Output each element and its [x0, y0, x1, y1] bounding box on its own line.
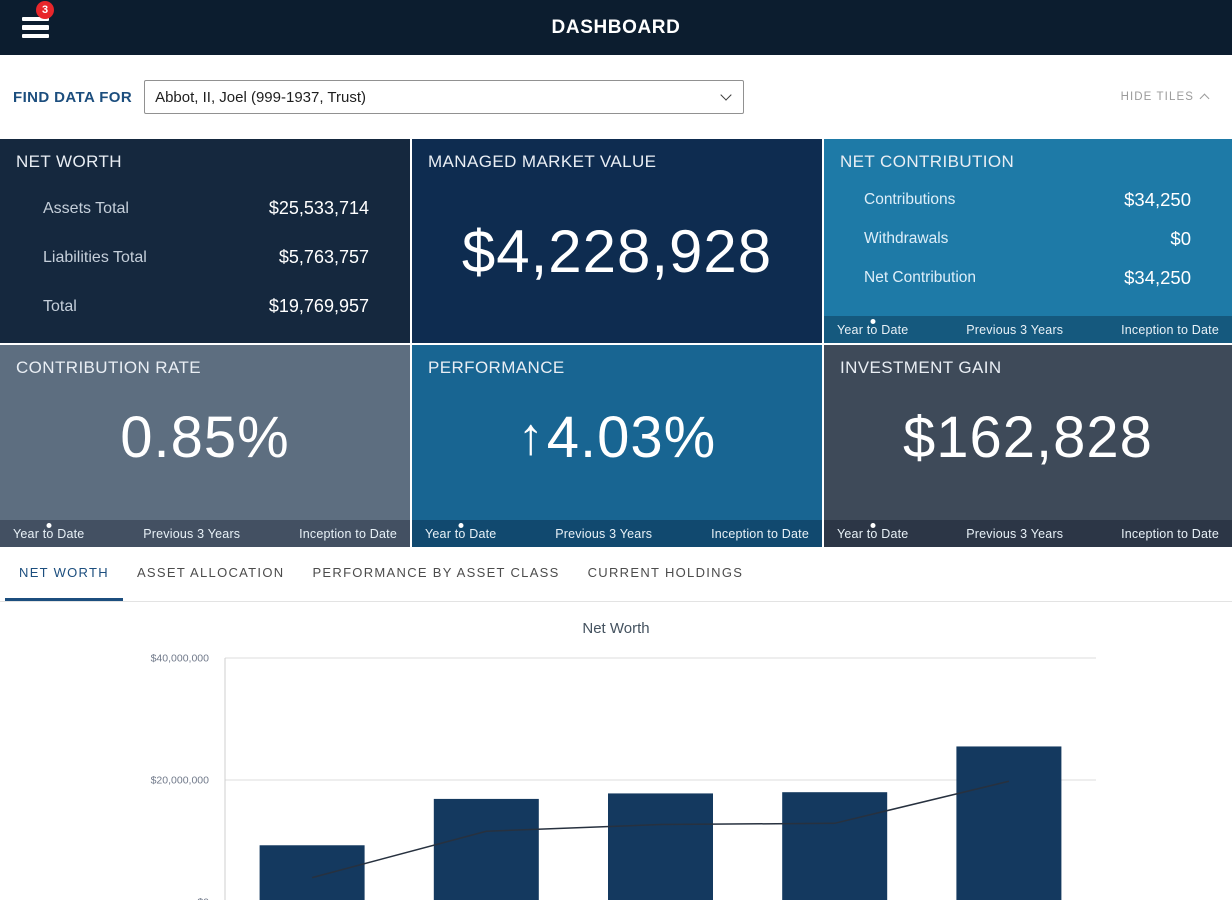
period-tab-previous-3-years[interactable]: Previous 3 Years [555, 520, 652, 547]
chart-title: Net Worth [0, 620, 1232, 637]
kv-value: $5,763,757 [279, 247, 369, 268]
chevron-up-icon [1200, 94, 1210, 104]
period-tabs: Year to Date Previous 3 Years Inception … [0, 520, 410, 547]
period-tab-inception-to-date[interactable]: Inception to Date [299, 520, 397, 547]
period-tab-inception-to-date[interactable]: Inception to Date [1121, 316, 1219, 343]
hide-tiles-label: HIDE TILES [1121, 91, 1194, 103]
period-tab-previous-3-years[interactable]: Previous 3 Years [966, 316, 1063, 343]
tab-asset-allocation[interactable]: ASSET ALLOCATION [123, 547, 298, 601]
tab-performance-by-asset-class[interactable]: PERFORMANCE BY ASSET CLASS [298, 547, 573, 601]
kv-row: Contributions $34,250 [840, 180, 1216, 219]
section-tabs: NET WORTH ASSET ALLOCATION PERFORMANCE B… [0, 547, 1232, 602]
period-tab-year-to-date[interactable]: Year to Date [837, 520, 908, 547]
svg-text:$20,000,000: $20,000,000 [151, 775, 210, 787]
kv-label: Contributions [864, 191, 955, 209]
kv-label: Liabilities Total [43, 249, 147, 267]
period-tab-previous-3-years[interactable]: Previous 3 Years [143, 520, 240, 547]
top-bar: 3 DASHBOARD [0, 0, 1232, 55]
tile-managed-market-value[interactable]: MANAGED MARKET VALUE $4,228,928 [412, 139, 822, 343]
tile-net-contribution[interactable]: NET CONTRIBUTION Contributions $34,250 W… [824, 139, 1232, 343]
kv-rows: Assets Total $25,533,714 Liabilities Tot… [16, 184, 394, 331]
hamburger-icon [22, 17, 49, 39]
kpi-tiles-grid: NET WORTH Assets Total $25,533,714 Liabi… [0, 139, 1232, 547]
hamburger-bar [22, 25, 49, 30]
period-tab-year-to-date[interactable]: Year to Date [13, 520, 84, 547]
kv-value: $34,250 [1124, 267, 1191, 289]
period-tab-previous-3-years[interactable]: Previous 3 Years [966, 520, 1063, 547]
svg-text:$0: $0 [197, 897, 209, 900]
client-select[interactable]: Abbot, II, Joel (999-1937, Trust) [145, 81, 743, 113]
tile-value: $4,228,928 [428, 172, 806, 330]
period-tabs: Year to Date Previous 3 Years Inception … [824, 316, 1232, 343]
menu-button[interactable]: 3 [22, 13, 49, 42]
kv-value: $34,250 [1124, 189, 1191, 211]
tile-title: NET WORTH [16, 152, 394, 172]
up-arrow-icon: ↑ [518, 407, 545, 467]
find-data-for-label: FIND DATA FOR [13, 89, 132, 106]
kv-row: Assets Total $25,533,714 [16, 184, 394, 233]
page-title: DASHBOARD [552, 17, 681, 39]
client-selector[interactable]: Abbot, II, Joel (999-1937, Trust) [144, 80, 744, 114]
kv-rows: Contributions $34,250 Withdrawals $0 Net… [840, 180, 1216, 297]
kv-row: Net Contribution $34,250 [840, 258, 1216, 297]
find-data-bar: FIND DATA FOR Abbot, II, Joel (999-1937,… [0, 55, 1232, 139]
tile-value: ↑ 4.03% [428, 378, 806, 496]
kv-label: Withdrawals [864, 230, 948, 248]
tile-title: MANAGED MARKET VALUE [428, 152, 806, 172]
notification-badge: 3 [36, 1, 54, 19]
hide-tiles-button[interactable]: HIDE TILES [1115, 90, 1214, 104]
tile-title: NET CONTRIBUTION [840, 152, 1216, 172]
kv-row: Liabilities Total $5,763,757 [16, 233, 394, 282]
period-tabs: Year to Date Previous 3 Years Inception … [412, 520, 822, 547]
kv-row: Total $19,769,957 [16, 282, 394, 331]
tile-value: 0.85% [16, 378, 394, 496]
tab-net-worth[interactable]: NET WORTH [5, 547, 123, 601]
kv-value: $19,769,957 [269, 296, 369, 317]
performance-value: 4.03% [547, 404, 716, 471]
tile-net-worth[interactable]: NET WORTH Assets Total $25,533,714 Liabi… [0, 139, 410, 343]
tile-title: CONTRIBUTION RATE [16, 358, 394, 378]
net-worth-chart-canvas: $40,000,000 $20,000,000 $0 [0, 602, 1232, 900]
period-tab-year-to-date[interactable]: Year to Date [425, 520, 496, 547]
kv-label: Assets Total [43, 200, 129, 218]
tile-contribution-rate[interactable]: CONTRIBUTION RATE 0.85% Year to Date Pre… [0, 345, 410, 547]
tile-value: $162,828 [840, 378, 1216, 496]
period-tab-inception-to-date[interactable]: Inception to Date [1121, 520, 1219, 547]
kv-row: Withdrawals $0 [840, 219, 1216, 258]
period-tab-inception-to-date[interactable]: Inception to Date [711, 520, 809, 547]
kv-value: $0 [1170, 228, 1191, 250]
kv-value: $25,533,714 [269, 198, 369, 219]
tile-title: INVESTMENT GAIN [840, 358, 1216, 378]
hamburger-bar [22, 34, 49, 39]
period-tab-year-to-date[interactable]: Year to Date [837, 316, 908, 343]
svg-text:$40,000,000: $40,000,000 [151, 653, 210, 665]
kv-label: Total [43, 298, 77, 316]
period-tabs: Year to Date Previous 3 Years Inception … [824, 520, 1232, 547]
tab-current-holdings[interactable]: CURRENT HOLDINGS [574, 547, 758, 601]
tile-title: PERFORMANCE [428, 358, 806, 378]
net-worth-chart: $40,000,000 $20,000,000 $0 Net Worth [0, 602, 1232, 900]
kv-label: Net Contribution [864, 269, 976, 287]
tile-performance[interactable]: PERFORMANCE ↑ 4.03% Year to Date Previou… [412, 345, 822, 547]
tile-investment-gain[interactable]: INVESTMENT GAIN $162,828 Year to Date Pr… [824, 345, 1232, 547]
